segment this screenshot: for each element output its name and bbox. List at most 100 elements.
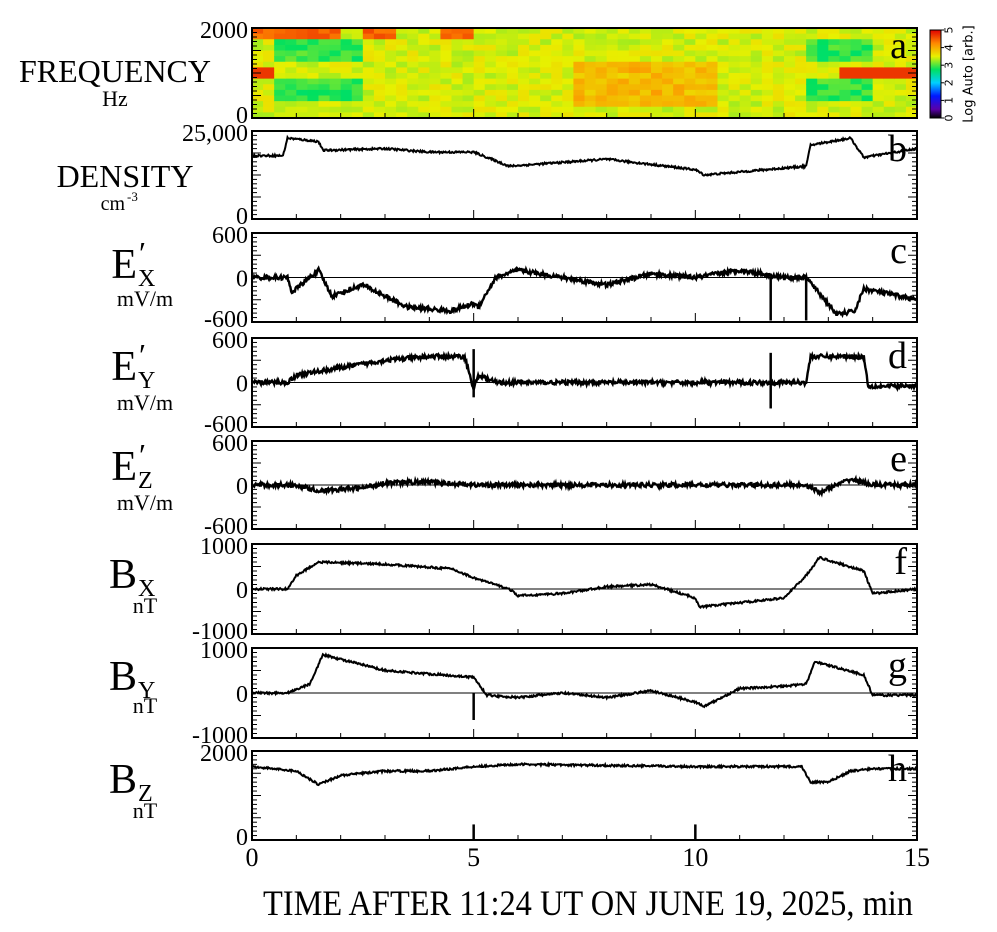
spectrogram-cell bbox=[263, 112, 275, 119]
spectrogram-cell bbox=[573, 78, 586, 85]
spectrogram-cell bbox=[296, 106, 309, 113]
spectrogram-cell bbox=[706, 61, 719, 68]
spectrogram-cell bbox=[806, 101, 818, 108]
spectrogram-cell bbox=[573, 33, 586, 40]
spectrogram-cell bbox=[628, 106, 641, 113]
spectrogram-cell bbox=[828, 106, 841, 113]
spectrogram-cell bbox=[772, 56, 785, 63]
spectrogram-cell bbox=[385, 89, 397, 97]
spectrogram-cell bbox=[396, 67, 408, 74]
spectrogram-cell bbox=[817, 89, 829, 97]
spectrogram-cell bbox=[606, 95, 619, 102]
spectrogram-cell bbox=[473, 89, 486, 97]
spectrogram-cell bbox=[872, 33, 885, 40]
spectrogram-cell bbox=[761, 106, 774, 113]
spectrogram-cell bbox=[883, 28, 896, 35]
spectrogram-cell bbox=[418, 78, 430, 85]
spectrogram-cell bbox=[905, 67, 918, 74]
panel-f: 1000 0 -1000 f B XnT bbox=[109, 534, 918, 645]
spectrogram-cell bbox=[839, 95, 852, 102]
spectrogram-cell bbox=[795, 106, 807, 113]
spectrogram-cell bbox=[340, 84, 353, 91]
spectrogram-cell bbox=[573, 95, 586, 102]
spectrogram-cell bbox=[839, 61, 852, 68]
spectrogram-cell bbox=[595, 28, 608, 35]
spectrogram-cell bbox=[861, 112, 874, 119]
spectrogram-cell bbox=[684, 112, 696, 119]
spectrogram-cell bbox=[473, 95, 486, 102]
spectrogram-cell bbox=[595, 89, 608, 97]
series-line-c bbox=[250, 265, 918, 319]
spectrogram-cell bbox=[540, 39, 552, 46]
spectrogram-cell bbox=[407, 44, 419, 52]
spectrogram-cell bbox=[684, 33, 696, 40]
spectrogram-cell bbox=[695, 95, 708, 102]
spectrogram-cell bbox=[296, 67, 309, 74]
spectrogram-cell bbox=[495, 112, 508, 119]
spectrogram-cell bbox=[861, 78, 874, 85]
spectrogram-cell bbox=[362, 28, 375, 35]
spectrogram-cell bbox=[772, 95, 785, 102]
spectrogram-cell bbox=[340, 39, 353, 46]
spectrogram-cell bbox=[617, 84, 630, 91]
spectrogram-cell bbox=[872, 56, 885, 63]
spectrogram-cell bbox=[894, 78, 907, 85]
spectrogram-cell bbox=[817, 33, 829, 40]
spectrogram-cell bbox=[473, 33, 486, 40]
spectrogram-cell bbox=[263, 67, 275, 74]
spectrogram-cell bbox=[784, 89, 796, 97]
y-tick-label: -1000 bbox=[192, 723, 248, 749]
spectrogram-cell bbox=[418, 44, 430, 52]
spectrogram-cell bbox=[795, 44, 807, 52]
panel-unit: mV/m bbox=[117, 390, 173, 415]
spectrogram-cell bbox=[529, 84, 541, 91]
spectrogram-cell bbox=[407, 56, 419, 63]
spectrogram-cell bbox=[407, 84, 419, 91]
spectrogram-cell bbox=[872, 73, 885, 80]
spectrogram-cell bbox=[252, 112, 264, 119]
spectrogram-cell bbox=[340, 28, 353, 35]
spectrogram-cell bbox=[662, 67, 674, 74]
spectrogram-cell bbox=[518, 28, 530, 35]
spectrogram-cell bbox=[318, 101, 331, 108]
spectrogram-cell bbox=[252, 61, 264, 68]
spectrogram-cell bbox=[662, 78, 674, 85]
spectrogram-cell bbox=[440, 112, 453, 119]
spectrogram-cell bbox=[285, 33, 297, 40]
spectrogram-cell bbox=[706, 44, 719, 52]
spectrogram-cell bbox=[307, 61, 320, 68]
spectrogram-cell bbox=[828, 78, 841, 85]
spectrogram-cell bbox=[551, 39, 563, 46]
spectrogram-cell bbox=[373, 61, 386, 68]
spectrogram-cell bbox=[440, 44, 453, 52]
spectrogram-cell bbox=[606, 89, 619, 97]
y-tick-label: 1000 bbox=[200, 534, 248, 560]
spectrogram-cell bbox=[662, 73, 674, 80]
spectrogram-cell bbox=[772, 67, 785, 74]
spectrogram-cell bbox=[784, 44, 796, 52]
spectrogram-cell bbox=[362, 106, 375, 113]
spectrogram-cell bbox=[828, 84, 841, 91]
panel-label-subscript: Y bbox=[138, 678, 155, 704]
spectrogram-cell bbox=[584, 44, 597, 52]
spectrogram-cell bbox=[706, 106, 719, 113]
series-line-e bbox=[250, 474, 919, 498]
spectrogram-cell bbox=[628, 95, 641, 102]
spectrogram-cell bbox=[750, 28, 763, 35]
spectrogram-cell bbox=[351, 73, 364, 80]
spectrogram-cell bbox=[728, 73, 741, 80]
spectrogram-cell bbox=[473, 112, 486, 119]
spectrogram-cell bbox=[518, 106, 530, 113]
spectrogram-cell bbox=[252, 78, 264, 85]
spectrogram-cell bbox=[518, 73, 530, 80]
spectrogram-cell bbox=[839, 67, 852, 74]
spectrogram-cell bbox=[506, 112, 519, 119]
spectrogram-cell bbox=[839, 73, 852, 80]
spectrogram-cell bbox=[784, 101, 796, 108]
colorbar-gradient bbox=[929, 29, 942, 119]
spectrogram-cell bbox=[318, 78, 331, 85]
panel-unit: nT bbox=[133, 798, 158, 823]
spectrogram-cell bbox=[662, 101, 674, 108]
spectrogram-cell bbox=[905, 50, 918, 57]
